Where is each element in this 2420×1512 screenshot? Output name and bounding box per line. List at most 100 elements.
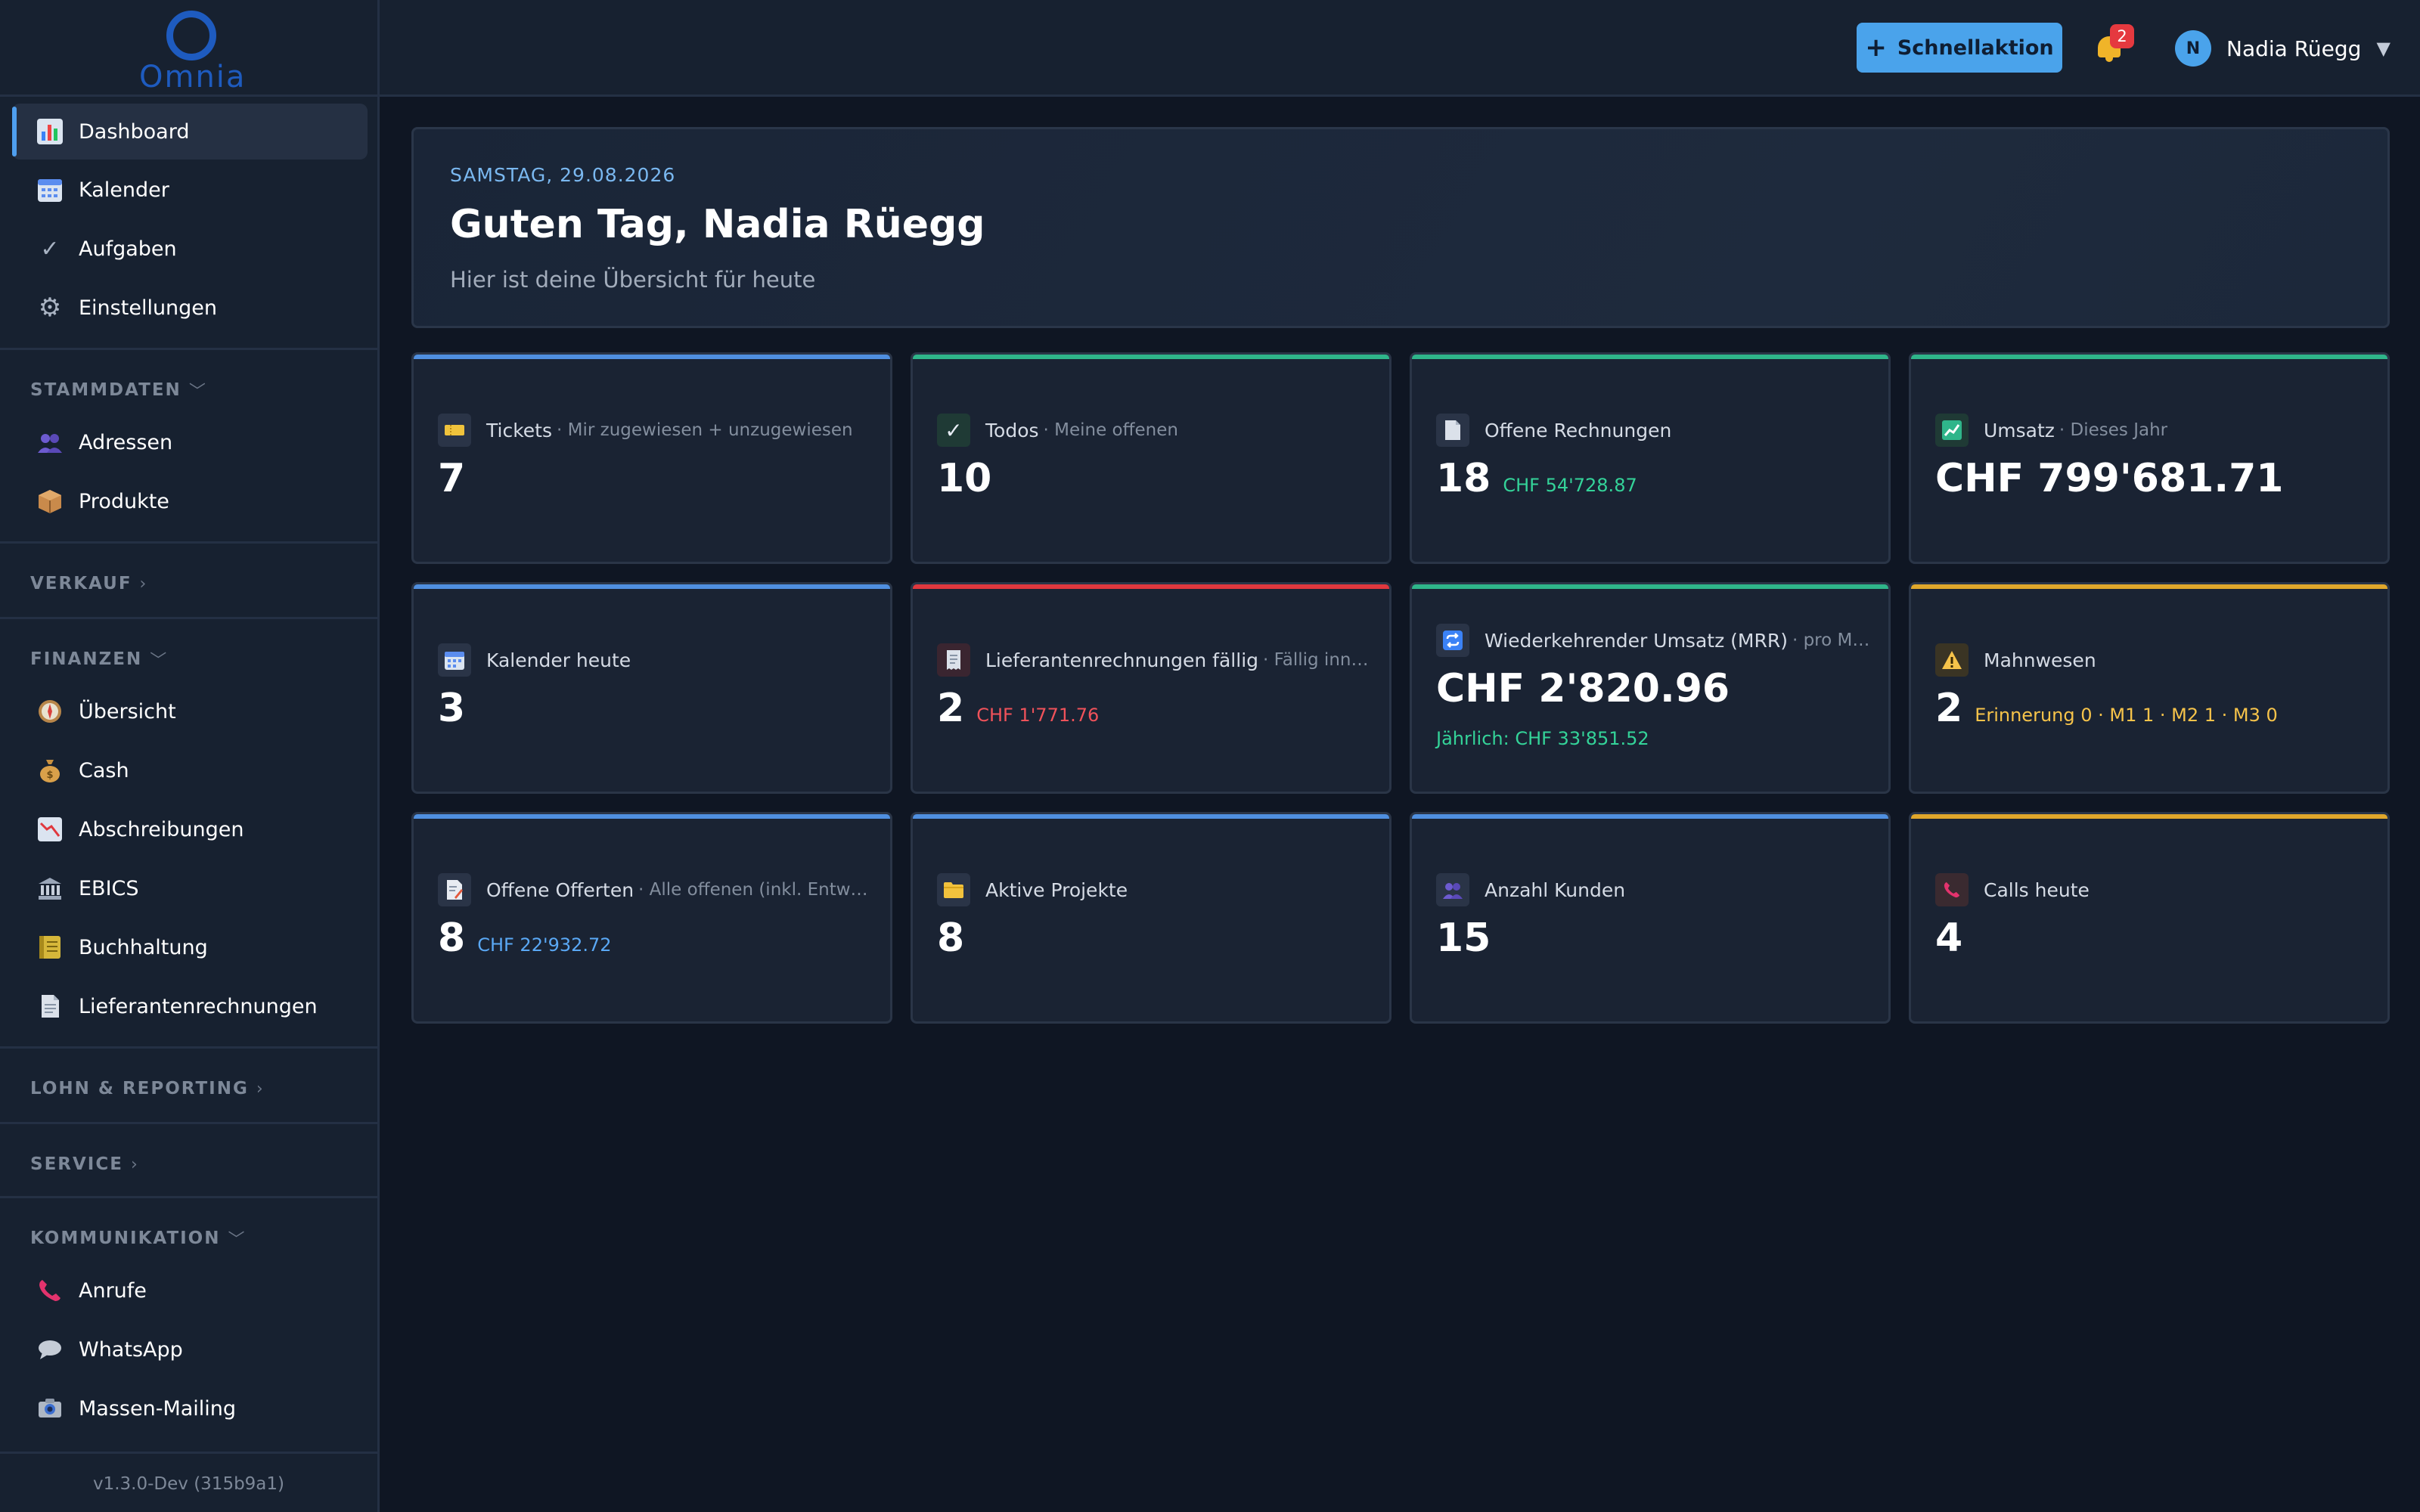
card-title: Kalender heute [486, 649, 631, 671]
card-title: Todos [985, 419, 1039, 442]
card-header: Tickets · Mir zugewiesen + unzugewiesen [438, 414, 876, 447]
sidebar-item-label: Anrufe [79, 1278, 147, 1303]
section-header-lohn-reporting[interactable]: LOHN & REPORTING › [30, 1074, 265, 1104]
calendar-icon [438, 643, 471, 677]
sidebar-item-ebics[interactable]: EBICS [12, 860, 368, 916]
logo-ring-icon [166, 11, 216, 60]
sidebar-item-produkte[interactable]: Produkte [12, 473, 368, 529]
page-title: Guten Tag, Nadia Rüegg [450, 202, 985, 247]
bar-chart-icon [36, 118, 64, 145]
user-menu[interactable]: N Nadia Rüegg ▼ [2175, 29, 2391, 68]
logo-text: Omnia [139, 60, 247, 89]
phone-icon [36, 1277, 64, 1304]
sidebar-item-aufgaben[interactable]: ✓ Aufgaben [12, 221, 368, 277]
card-header: Anzahl Kunden [1436, 873, 1875, 906]
warning-icon [1935, 643, 1969, 677]
camera-icon [36, 1395, 64, 1422]
section-header-kommunikation[interactable]: KOMMUNIKATION ﹀ [30, 1223, 247, 1253]
chevron-right-icon: › [256, 1079, 265, 1098]
svg-text:$: $ [46, 770, 53, 781]
card-header: Offene Offerten · Alle offenen (inkl. En… [438, 873, 876, 906]
card-header: Wiederkehrender Umsatz (MRR) · pro Mo... [1436, 624, 1875, 657]
section-header-stammdaten[interactable]: STAMMDATEN ﹀ [30, 375, 207, 405]
card-header: Umsatz · Dieses Jahr [1935, 414, 2374, 447]
quick-action-button[interactable]: + Schnellaktion [1857, 23, 2062, 73]
stat-card-offene-offerten[interactable]: Offene Offerten · Alle offenen (inkl. En… [411, 812, 892, 1024]
sidebar-item-einstellungen[interactable]: ⚙ Einstellungen [12, 280, 368, 336]
stat-card-todos[interactable]: ✓ Todos · Meine offenen 10 [911, 352, 1392, 564]
notifications-button[interactable]: 2 [2095, 24, 2134, 64]
chart-up-icon [1935, 414, 1969, 447]
stat-card-offene-rechnungen[interactable]: Offene Rechnungen 18 CHF 54'728.87 [1410, 352, 1891, 564]
card-accent-bar [1412, 584, 1888, 589]
card-value-row: 3 [438, 686, 465, 731]
checkmark-icon: ✓ [40, 235, 60, 262]
chevron-down-icon: ﹀ [188, 383, 207, 401]
card-value-row: 18 CHF 54'728.87 [1436, 456, 1637, 501]
section-header-verkauf[interactable]: VERKAUF › [30, 569, 147, 599]
stat-card-mrr[interactable]: Wiederkehrender Umsatz (MRR) · pro Mo...… [1410, 582, 1891, 794]
app-logo[interactable]: Omnia [0, 0, 377, 97]
card-subtitle: · Meine offenen [1043, 420, 1178, 440]
card-title: Lieferantenrechnungen fällig [985, 649, 1259, 671]
card-accent-bar [414, 584, 890, 589]
card-subtitle: · Mir zugewiesen + unzugewiesen [557, 420, 853, 440]
card-title: Anzahl Kunden [1485, 878, 1626, 901]
sidebar-divider [0, 1122, 377, 1124]
sidebar-divider [0, 1452, 377, 1454]
stat-card-kalender-heute[interactable]: Kalender heute 3 [411, 582, 892, 794]
sidebar-item-lieferantenrechnungen[interactable]: Lieferantenrechnungen [12, 978, 368, 1034]
section-title: SERVICE [30, 1154, 123, 1174]
card-value: CHF 799'681.71 [1935, 456, 2284, 501]
stat-card-calls-heute[interactable]: Calls heute 4 [1909, 812, 2390, 1024]
app-version: v1.3.0-Dev (315b9a1) [92, 1474, 285, 1494]
card-accent-bar [1911, 355, 2387, 359]
calendar-icon [36, 176, 64, 203]
card-subtitle: · pro Mo... [1792, 631, 1875, 650]
section-header-service[interactable]: SERVICE › [30, 1149, 139, 1179]
card-accent-bar [1911, 584, 2387, 589]
card-value-row: CHF 2'820.96 [1436, 666, 1730, 711]
sidebar-item-anrufe[interactable]: Anrufe [12, 1263, 368, 1318]
card-value: 8 [937, 916, 965, 961]
sidebar-divider [0, 1196, 377, 1198]
sidebar-item-massen-mailing[interactable]: Massen-Mailing [12, 1380, 368, 1436]
gear-icon: ⚙ [38, 293, 62, 323]
stat-card-aktive-projekte[interactable]: Aktive Projekte 8 [911, 812, 1392, 1024]
topbar: + Schnellaktion 2 N Nadia Rüegg ▼ [380, 0, 2420, 97]
people-icon [1436, 873, 1469, 906]
card-value: 7 [438, 456, 466, 501]
card-header: Calls heute [1935, 873, 2374, 906]
stat-card-tickets[interactable]: Tickets · Mir zugewiesen + unzugewiesen … [411, 352, 892, 564]
card-value-row: 2 CHF 1'771.76 [937, 686, 1099, 731]
sidebar-item-label: Lieferantenrechnungen [79, 994, 318, 1018]
sidebar-divider [0, 1046, 377, 1049]
card-accent-bar [913, 355, 1389, 359]
chat-bubble-icon [36, 1336, 64, 1363]
sidebar-item-label: WhatsApp [79, 1337, 183, 1362]
card-header: Aktive Projekte [937, 873, 1376, 906]
stat-card-anzahl-kunden[interactable]: Anzahl Kunden 15 [1410, 812, 1891, 1024]
card-value: 2 [937, 686, 965, 731]
sidebar-item-buchhaltung[interactable]: Buchhaltung [12, 919, 368, 975]
card-accent-bar [1911, 814, 2387, 819]
card-value-row: 2 Erinnerung 0 · M1 1 · M2 1 · M3 0 [1935, 686, 2278, 731]
card-accent-bar [913, 814, 1389, 819]
sidebar-item-whatsapp[interactable]: WhatsApp [12, 1321, 368, 1377]
stat-card-lieferantenrechnungen-faellig[interactable]: Lieferantenrechnungen fällig · Fällig in… [911, 582, 1392, 794]
section-header-finanzen[interactable]: FINANZEN ﹀ [30, 644, 168, 674]
bank-icon [36, 875, 64, 902]
sidebar-item-cash[interactable]: $ Cash [12, 742, 368, 798]
bell-clapper [2105, 57, 2113, 62]
card-title: Aktive Projekte [985, 878, 1128, 901]
card-title: Offene Rechnungen [1485, 419, 1672, 442]
stat-card-mahnwesen[interactable]: Mahnwesen 2 Erinnerung 0 · M1 1 · M2 1 · … [1909, 582, 2390, 794]
card-amount: CHF 54'728.87 [1503, 475, 1637, 496]
card-dunning-breakdown: Erinnerung 0 · M1 1 · M2 1 · M3 0 [1975, 705, 2278, 726]
sidebar-item-adressen[interactable]: Adressen [12, 414, 368, 470]
sidebar-item-kalender[interactable]: Kalender [12, 162, 368, 218]
stat-card-umsatz[interactable]: Umsatz · Dieses Jahr CHF 799'681.71 [1909, 352, 2390, 564]
sidebar-item-abschreibungen[interactable]: Abschreibungen [12, 801, 368, 857]
sidebar-item-dashboard[interactable]: Dashboard [12, 104, 368, 160]
sidebar-item-uebersicht[interactable]: Übersicht [12, 683, 368, 739]
